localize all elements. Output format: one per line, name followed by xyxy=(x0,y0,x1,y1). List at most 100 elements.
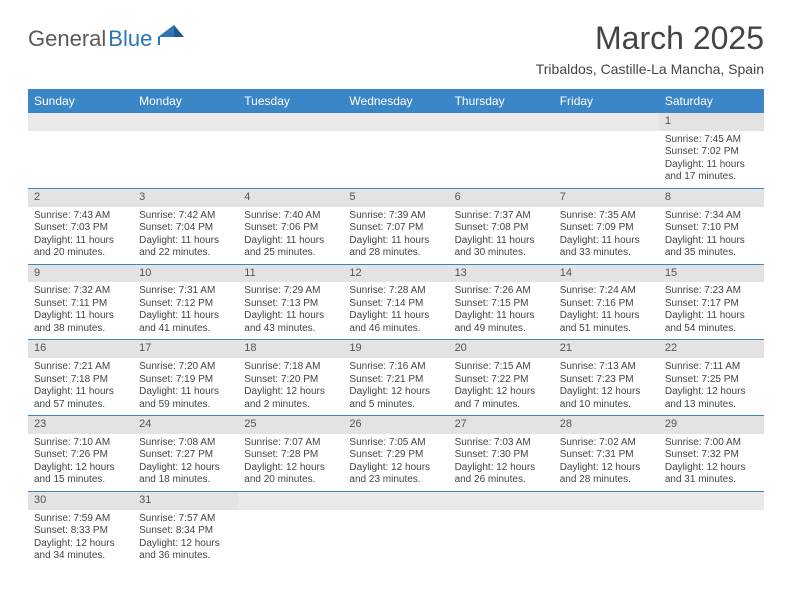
sunrise-text: Sunrise: 7:35 AM xyxy=(560,210,653,223)
day-number xyxy=(238,492,343,510)
sunrise-text: Sunrise: 7:08 AM xyxy=(139,437,232,450)
day-body: Sunrise: 7:31 AMSunset: 7:12 PMDaylight:… xyxy=(133,282,238,339)
calendar-week: 2Sunrise: 7:43 AMSunset: 7:03 PMDaylight… xyxy=(28,188,764,264)
sunrise-text: Sunrise: 7:20 AM xyxy=(139,361,232,374)
calendar-cell xyxy=(659,491,764,566)
sunset-text: Sunset: 7:21 PM xyxy=(349,374,442,387)
day-body: Sunrise: 7:35 AMSunset: 7:09 PMDaylight:… xyxy=(554,207,659,264)
daylight-text: Daylight: 11 hours and 28 minutes. xyxy=(349,235,442,260)
day-number: 8 xyxy=(659,189,764,207)
calendar-cell: 19Sunrise: 7:16 AMSunset: 7:21 PMDayligh… xyxy=(343,340,448,416)
calendar-cell xyxy=(238,113,343,188)
calendar-cell: 11Sunrise: 7:29 AMSunset: 7:13 PMDayligh… xyxy=(238,264,343,340)
daylight-text: Daylight: 11 hours and 46 minutes. xyxy=(349,310,442,335)
calendar-cell: 20Sunrise: 7:15 AMSunset: 7:22 PMDayligh… xyxy=(449,340,554,416)
location-label: Tribaldos, Castille-La Mancha, Spain xyxy=(536,61,764,77)
day-number: 15 xyxy=(659,265,764,283)
calendar-cell: 17Sunrise: 7:20 AMSunset: 7:19 PMDayligh… xyxy=(133,340,238,416)
calendar-cell: 3Sunrise: 7:42 AMSunset: 7:04 PMDaylight… xyxy=(133,188,238,264)
calendar-cell: 31Sunrise: 7:57 AMSunset: 8:34 PMDayligh… xyxy=(133,491,238,566)
calendar-cell xyxy=(343,113,448,188)
sunrise-text: Sunrise: 7:43 AM xyxy=(34,210,127,223)
sunset-text: Sunset: 8:34 PM xyxy=(139,525,232,538)
day-body: Sunrise: 7:20 AMSunset: 7:19 PMDaylight:… xyxy=(133,358,238,415)
daylight-text: Daylight: 12 hours and 7 minutes. xyxy=(455,386,548,411)
calendar-cell: 9Sunrise: 7:32 AMSunset: 7:11 PMDaylight… xyxy=(28,264,133,340)
calendar-body: 1Sunrise: 7:45 AMSunset: 7:02 PMDaylight… xyxy=(28,113,764,567)
day-body: Sunrise: 7:10 AMSunset: 7:26 PMDaylight:… xyxy=(28,434,133,491)
daylight-text: Daylight: 11 hours and 43 minutes. xyxy=(244,310,337,335)
day-body: Sunrise: 7:57 AMSunset: 8:34 PMDaylight:… xyxy=(133,510,238,567)
day-number: 20 xyxy=(449,340,554,358)
calendar-cell: 10Sunrise: 7:31 AMSunset: 7:12 PMDayligh… xyxy=(133,264,238,340)
page-title: March 2025 xyxy=(536,20,764,57)
title-block: March 2025 Tribaldos, Castille-La Mancha… xyxy=(536,20,764,77)
daylight-text: Daylight: 11 hours and 30 minutes. xyxy=(455,235,548,260)
sunrise-text: Sunrise: 7:00 AM xyxy=(665,437,758,450)
daylight-text: Daylight: 12 hours and 36 minutes. xyxy=(139,538,232,563)
calendar-cell: 5Sunrise: 7:39 AMSunset: 7:07 PMDaylight… xyxy=(343,188,448,264)
day-number xyxy=(343,113,448,131)
sunset-text: Sunset: 8:33 PM xyxy=(34,525,127,538)
sunrise-text: Sunrise: 7:59 AM xyxy=(34,513,127,526)
daylight-text: Daylight: 12 hours and 31 minutes. xyxy=(665,462,758,487)
sunrise-text: Sunrise: 7:40 AM xyxy=(244,210,337,223)
sunset-text: Sunset: 7:14 PM xyxy=(349,298,442,311)
sunset-text: Sunset: 7:04 PM xyxy=(139,222,232,235)
day-number: 25 xyxy=(238,416,343,434)
day-body: Sunrise: 7:16 AMSunset: 7:21 PMDaylight:… xyxy=(343,358,448,415)
sunset-text: Sunset: 7:08 PM xyxy=(455,222,548,235)
calendar-cell xyxy=(554,491,659,566)
calendar-cell: 15Sunrise: 7:23 AMSunset: 7:17 PMDayligh… xyxy=(659,264,764,340)
sunrise-text: Sunrise: 7:24 AM xyxy=(560,285,653,298)
day-body: Sunrise: 7:42 AMSunset: 7:04 PMDaylight:… xyxy=(133,207,238,264)
sunrise-text: Sunrise: 7:05 AM xyxy=(349,437,442,450)
daylight-text: Daylight: 12 hours and 20 minutes. xyxy=(244,462,337,487)
sunset-text: Sunset: 7:23 PM xyxy=(560,374,653,387)
day-number: 7 xyxy=(554,189,659,207)
calendar-cell: 18Sunrise: 7:18 AMSunset: 7:20 PMDayligh… xyxy=(238,340,343,416)
day-body: Sunrise: 7:23 AMSunset: 7:17 PMDaylight:… xyxy=(659,282,764,339)
sunset-text: Sunset: 7:10 PM xyxy=(665,222,758,235)
sunrise-text: Sunrise: 7:37 AM xyxy=(455,210,548,223)
sunset-text: Sunset: 7:30 PM xyxy=(455,449,548,462)
sunset-text: Sunset: 7:32 PM xyxy=(665,449,758,462)
daylight-text: Daylight: 12 hours and 26 minutes. xyxy=(455,462,548,487)
day-body: Sunrise: 7:05 AMSunset: 7:29 PMDaylight:… xyxy=(343,434,448,491)
day-number: 6 xyxy=(449,189,554,207)
day-number: 27 xyxy=(449,416,554,434)
day-number: 3 xyxy=(133,189,238,207)
day-number xyxy=(28,113,133,131)
calendar-cell: 6 Sunrise: 7:37 AMSunset: 7:08 PMDaylight… xyxy=(449,188,554,264)
daylight-text: Daylight: 11 hours and 57 minutes. xyxy=(34,386,127,411)
calendar-week: 9Sunrise: 7:32 AMSunset: 7:11 PMDaylight… xyxy=(28,264,764,340)
day-body: Sunrise: 7:07 AMSunset: 7:28 PMDaylight:… xyxy=(238,434,343,491)
sunset-text: Sunset: 7:12 PM xyxy=(139,298,232,311)
daylight-text: Daylight: 11 hours and 59 minutes. xyxy=(139,386,232,411)
sunset-text: Sunset: 7:02 PM xyxy=(665,146,758,159)
header: General Blue March 2025 Tribaldos, Casti… xyxy=(28,20,764,77)
day-number xyxy=(554,113,659,131)
flag-icon xyxy=(158,25,184,50)
col-monday: Monday xyxy=(133,89,238,113)
sunrise-text: Sunrise: 7:02 AM xyxy=(560,437,653,450)
daylight-text: Daylight: 11 hours and 17 minutes. xyxy=(665,159,758,184)
calendar-cell: 7Sunrise: 7:35 AMSunset: 7:09 PMDaylight… xyxy=(554,188,659,264)
col-thursday: Thursday xyxy=(449,89,554,113)
day-number: 29 xyxy=(659,416,764,434)
sunset-text: Sunset: 7:09 PM xyxy=(560,222,653,235)
day-number: 24 xyxy=(133,416,238,434)
calendar-cell: 27Sunrise: 7:03 AMSunset: 7:30 PMDayligh… xyxy=(449,416,554,492)
sunrise-text: Sunrise: 7:15 AM xyxy=(455,361,548,374)
calendar-cell xyxy=(343,491,448,566)
day-body: Sunrise: 7:11 AMSunset: 7:25 PMDaylight:… xyxy=(659,358,764,415)
day-number: 26 xyxy=(343,416,448,434)
calendar-cell: 4Sunrise: 7:40 AMSunset: 7:06 PMDaylight… xyxy=(238,188,343,264)
daylight-text: Daylight: 11 hours and 20 minutes. xyxy=(34,235,127,260)
day-number: 28 xyxy=(554,416,659,434)
col-friday: Friday xyxy=(554,89,659,113)
day-number xyxy=(238,113,343,131)
day-body: Sunrise: 7:43 AMSunset: 7:03 PMDaylight:… xyxy=(28,207,133,264)
day-number: 12 xyxy=(343,265,448,283)
sunset-text: Sunset: 7:06 PM xyxy=(244,222,337,235)
